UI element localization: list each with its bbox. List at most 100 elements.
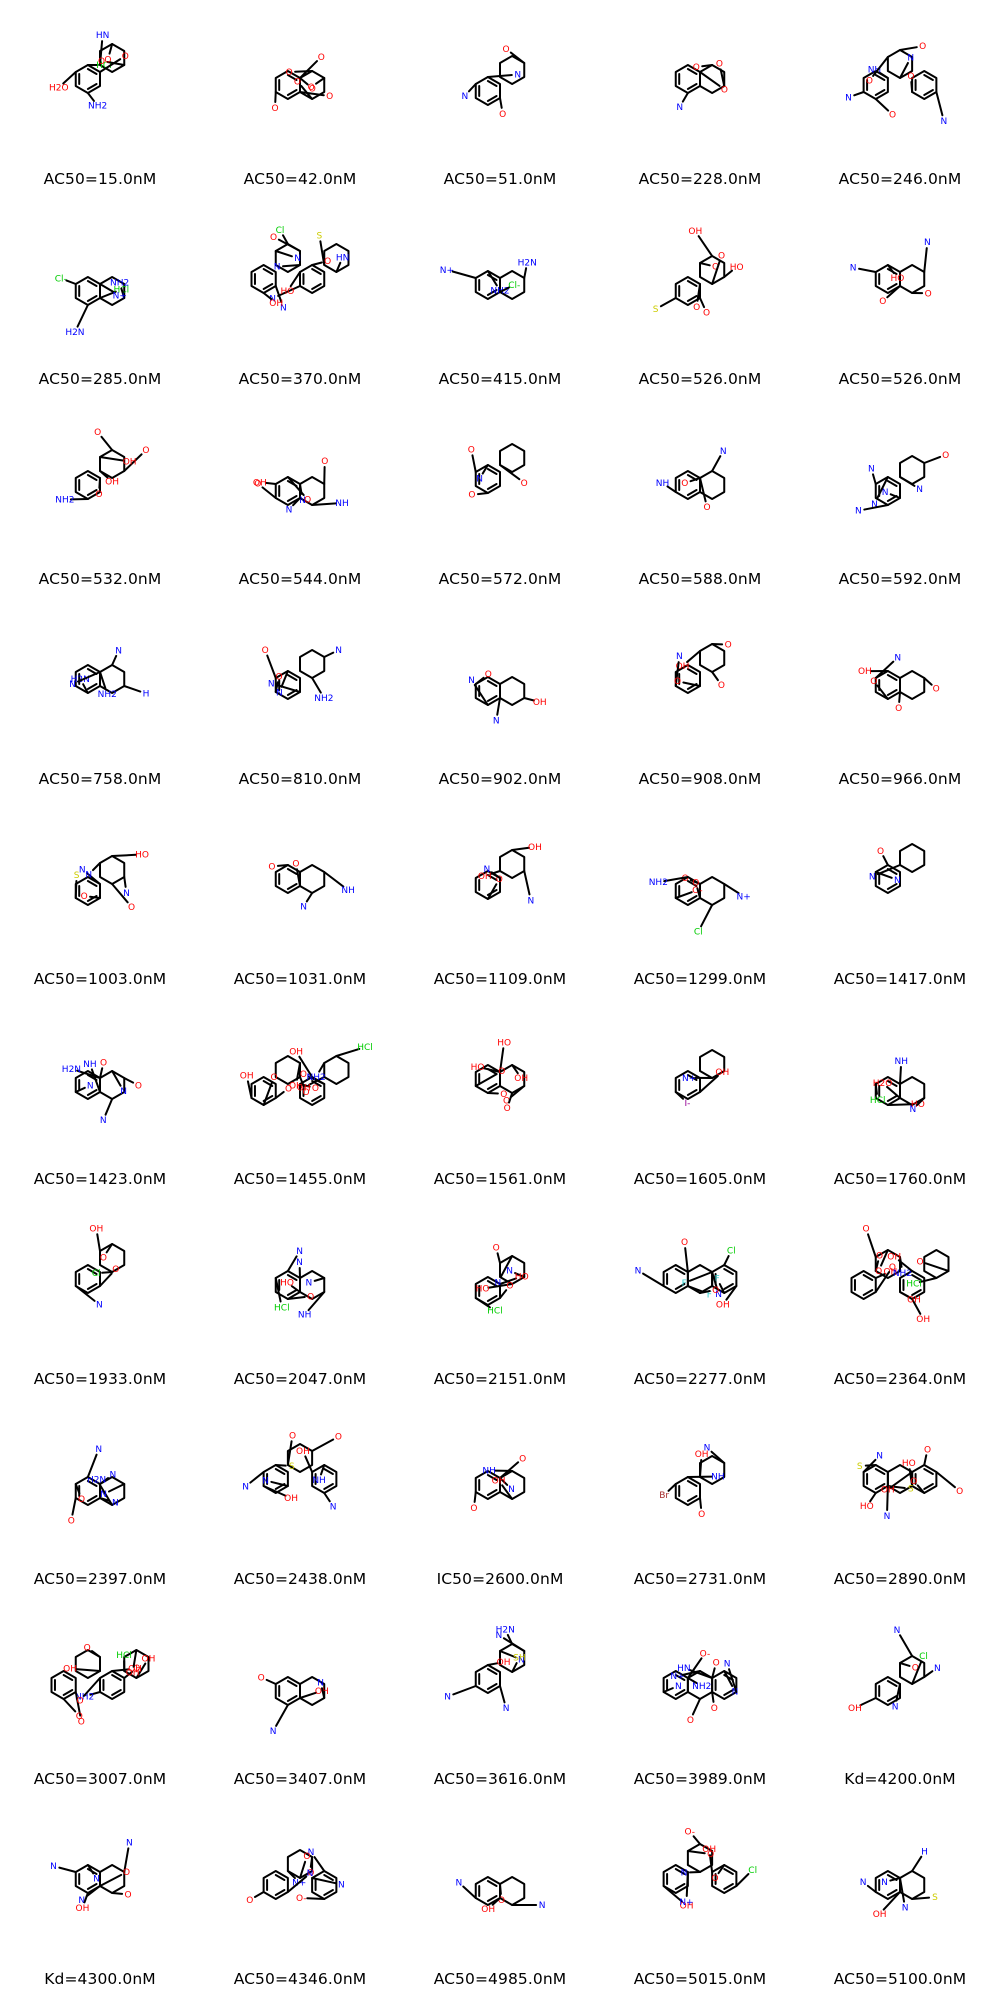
atom-label: NH2 (110, 279, 129, 289)
atom-label: OH (89, 1224, 103, 1234)
atom-label: OH (253, 478, 267, 488)
substituent-bond (299, 91, 325, 97)
double-bond (274, 1889, 286, 1896)
substituent-bond (872, 56, 889, 77)
substituent-bond (496, 1252, 501, 1264)
atom-label: NH (482, 1466, 496, 1476)
activity-caption: AC50=1003.0nM (33, 970, 167, 988)
atom-label: O (870, 677, 877, 687)
atom-label: OH (528, 843, 542, 853)
atom-label: OH (514, 1074, 528, 1084)
atom-label: OH (123, 457, 137, 467)
substituent-bond (290, 1285, 301, 1293)
double-bond (686, 83, 698, 90)
atom-label: F (715, 1275, 720, 1285)
compound-cell: N N N O OH Cl Kd=4200.0nM (800, 1600, 1000, 1800)
atom-label: Cl (748, 1866, 757, 1876)
atom-label: H2N (496, 1626, 515, 1636)
atom-label: NH2 (75, 1692, 94, 1702)
substituent-bond (99, 456, 125, 462)
atom-label: N (941, 117, 948, 127)
substituent-bond (82, 1677, 101, 1697)
substituent-bond (307, 1075, 326, 1085)
substituent-bond (858, 267, 877, 273)
substituent-bond (298, 1055, 314, 1078)
double-bond (86, 83, 98, 90)
atom-label: N (100, 1490, 107, 1500)
atom-label: N (860, 1878, 867, 1888)
activity-caption: AC50=810.0nM (238, 770, 362, 788)
activity-caption: AC50=5015.0nM (633, 1970, 767, 1988)
substituent-bond (99, 1873, 123, 1887)
substituent-bond (323, 1492, 331, 1503)
atom-label: O (707, 1850, 714, 1860)
substituent-bond (674, 661, 680, 687)
atom-label: O (258, 1673, 265, 1683)
atom-label: O (713, 1659, 720, 1669)
substituent-bond (335, 261, 342, 273)
atom-label: O (718, 681, 725, 691)
atom-label: O (877, 847, 884, 857)
substituent-bond (899, 1634, 914, 1657)
substituent-bond (501, 1484, 514, 1500)
double-bond (723, 1283, 734, 1290)
atom-label: N (110, 1471, 117, 1481)
atom-label: O (721, 85, 728, 95)
atom-label: N (882, 488, 889, 498)
atom-label: HN (96, 31, 110, 41)
double-bond (286, 1274, 298, 1281)
substituent-bond (886, 1085, 901, 1099)
compound-cell: N H N N S OH AC50=5100.0nM (800, 1800, 1000, 2000)
substituent-bond (886, 1103, 913, 1106)
double-bond (723, 1883, 734, 1890)
substituent-bond (311, 261, 323, 266)
substituent-bond (105, 1243, 114, 1254)
molecule-structure: N O NH O (268, 859, 354, 912)
substituent-bond (880, 1249, 889, 1267)
double-bond (686, 280, 698, 287)
activity-caption: IC50=2600.0nM (436, 1570, 564, 1588)
ring-bond (99, 855, 126, 885)
atom-label: O (142, 446, 149, 456)
atom-label: N (338, 1880, 345, 1890)
atom-label: O (112, 1265, 119, 1275)
substituent-bond (523, 267, 528, 279)
double-bond (311, 1095, 322, 1102)
atom-label: NH (895, 1057, 909, 1067)
activity-caption: AC50=2438.0nM (233, 1570, 367, 1588)
substituent-bond (699, 1290, 711, 1294)
substituent-bond (286, 1875, 308, 1893)
substituent-bond (90, 1650, 101, 1658)
substituent-bond (866, 1884, 877, 1893)
substituent-bond (867, 1233, 877, 1258)
atom-label: O (468, 445, 475, 455)
atom-label: O (312, 1084, 319, 1094)
activity-caption: AC50=544.0nM (238, 570, 362, 588)
double-bond (274, 1468, 286, 1475)
ring-bond (499, 849, 526, 879)
ring-bond (99, 664, 126, 694)
atom-label: N (335, 646, 342, 656)
atom-label: N (916, 485, 923, 495)
substituent-bond (511, 846, 530, 851)
atom-label: S (908, 1485, 914, 1495)
atom-label: N (120, 1087, 127, 1097)
substituent-bond (295, 868, 301, 887)
substituent-bond (696, 283, 701, 302)
activity-caption: AC50=526.0nM (638, 370, 762, 388)
compound-cell: O N N AC50=1417.0nM (800, 800, 1000, 1000)
atom-label: HN (336, 253, 350, 263)
compound-cell: O OH O OH O O OH HCl O NH2 OH AC50=2364.0nM (800, 1200, 1000, 1400)
atom-label: O (326, 92, 333, 102)
substituent-bond (74, 1483, 81, 1495)
atom-label: O (300, 1070, 307, 1080)
substituent-bond (876, 684, 889, 700)
atom-label: HCl (357, 1043, 373, 1053)
substituent-bond (99, 1477, 110, 1485)
substituent-bond (86, 1453, 98, 1478)
ring-bond (262, 1870, 289, 1900)
substituent-bond (99, 671, 107, 690)
atom-label: O- (296, 1894, 307, 1904)
double-bond (886, 283, 898, 290)
ring-bond (911, 70, 938, 100)
